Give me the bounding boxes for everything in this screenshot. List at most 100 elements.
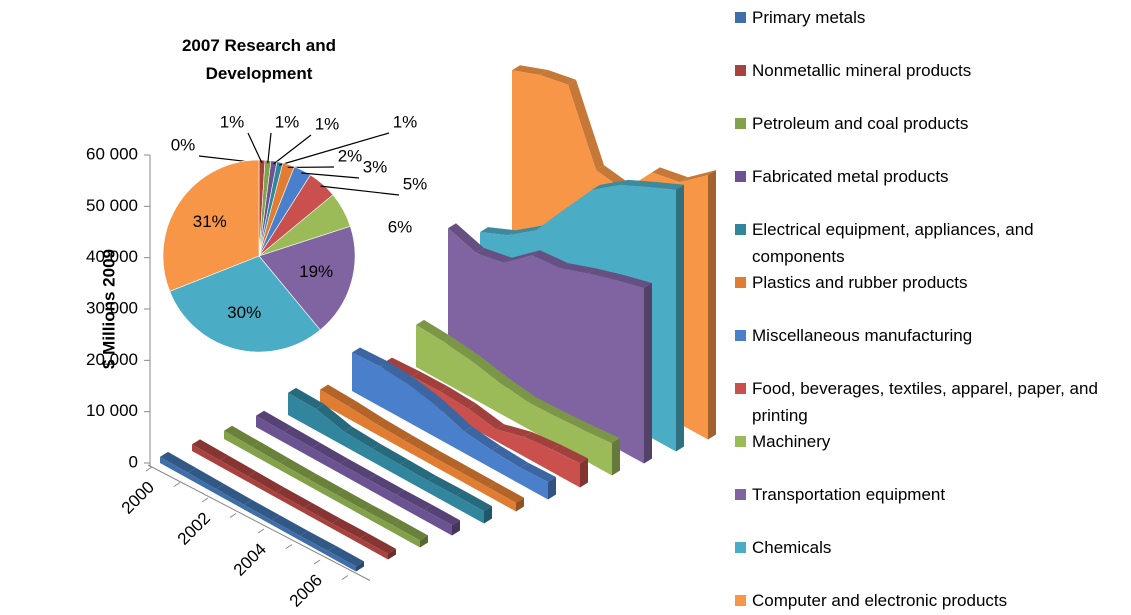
ribbon-top (340, 458, 376, 480)
ribbon-face (448, 228, 644, 464)
ribbon-top (280, 457, 316, 479)
y-tick-label: 30 000 (86, 298, 138, 317)
ribbon-face (192, 444, 388, 560)
ribbon-end (516, 497, 524, 512)
ribbon-top (408, 379, 444, 406)
legend-label: Primary metals (752, 8, 866, 27)
y-tick-label: 0 (129, 452, 138, 471)
x-tick-label: 2000 (118, 478, 158, 518)
pie-label: 19% (299, 262, 333, 281)
ribbon-top (448, 223, 484, 253)
ribbon-face (256, 415, 452, 536)
legend-label: Electrical equipment, appliances, and co… (752, 220, 1034, 266)
ribbon-top (384, 357, 420, 377)
ribbon-top (376, 418, 412, 441)
ribbon-top (512, 65, 548, 75)
pie-label: 3% (363, 157, 388, 176)
ribbon-top (556, 411, 592, 431)
x-tick-label: 2004 (230, 540, 270, 580)
ribbon-face (352, 352, 548, 500)
legend-swatch (735, 171, 746, 182)
ribbon (160, 451, 364, 572)
x-tick-label: 2002 (174, 509, 214, 549)
ribbon-top (160, 451, 196, 473)
ribbon-top (456, 490, 492, 512)
ribbon (320, 384, 524, 512)
ribbon-face (160, 456, 356, 572)
pie-label: 2% (338, 146, 363, 165)
x-axis (147, 464, 371, 581)
legend-label: Petroleum and coal products (752, 114, 969, 133)
ribbon-top (528, 397, 564, 417)
ribbon-top (308, 473, 344, 495)
ribbon-top (476, 247, 512, 263)
ribbon-top (224, 425, 260, 447)
ribbon-face (320, 389, 516, 512)
legend-swatch (735, 277, 746, 288)
leader-line (267, 132, 272, 164)
leader-line (301, 172, 360, 179)
ribbon-top (360, 533, 396, 554)
legend-label: Plastics and rubber products (752, 273, 968, 292)
ribbon-top (272, 515, 308, 536)
y-tick-label: 60 000 (86, 144, 138, 163)
legend-swatch (735, 383, 746, 394)
ribbon-top (472, 356, 508, 383)
leader-line (320, 185, 400, 196)
ribbon-top (500, 377, 536, 403)
ribbon-end (356, 561, 364, 572)
ribbon-top (436, 400, 472, 432)
pie-label: 1% (275, 112, 300, 131)
ribbon-top (248, 471, 284, 493)
ribbon-top (352, 347, 388, 367)
pie-slice (169, 255, 321, 353)
legend-label: Computer and electronic products (752, 591, 1008, 610)
ribbon-top (568, 79, 604, 171)
ribbon-end (644, 282, 652, 464)
ribbon-top (276, 487, 312, 508)
ribbon-top (620, 179, 656, 188)
pie-label: 6% (388, 217, 413, 236)
ribbon-top (524, 431, 560, 450)
ribbon-top (584, 425, 620, 444)
ribbon-top (304, 502, 340, 524)
ribbon-top (560, 263, 596, 274)
legend-label: Fabricated metal products (752, 167, 949, 186)
ribbon-top (284, 426, 320, 448)
ribbon-top (508, 225, 544, 236)
y-axis-title: $ Millions 2009 (99, 249, 118, 369)
ribbon-top (468, 403, 504, 430)
pie-title-line: Development (206, 64, 313, 83)
ribbon-top (320, 384, 356, 407)
ribbon-top (188, 467, 224, 489)
ribbon-top (316, 403, 352, 432)
legend-label: Transportation equipment (752, 485, 946, 504)
ribbon-top (348, 401, 384, 424)
legend-swatch (735, 12, 746, 23)
ribbon-top (368, 474, 404, 495)
pie-label: 30% (227, 303, 261, 322)
ribbon-end (548, 477, 556, 500)
ribbon-top (492, 445, 528, 468)
ribbon-top (504, 250, 540, 263)
ribbon-top (444, 336, 480, 362)
ribbon-face (288, 392, 484, 524)
ribbon-top (244, 499, 280, 521)
ribbon-top (300, 530, 336, 551)
ribbon-top (680, 170, 716, 183)
ribbon-top (496, 424, 532, 437)
ribbon-end (676, 184, 684, 452)
ribbon-top (396, 489, 432, 510)
legend-label: Food, beverages, textiles, apparel, pape… (752, 379, 1098, 425)
ribbon-top (192, 439, 228, 461)
ribbon-top (288, 387, 324, 409)
ribbon-top (216, 483, 252, 505)
ribbon (256, 410, 460, 536)
legend-swatch (735, 224, 746, 235)
leader-line (279, 132, 390, 166)
ribbon-end (484, 506, 492, 524)
pie-slice (258, 225, 356, 331)
legend-swatch (735, 489, 746, 500)
ribbon-top (220, 455, 256, 477)
x-tick (341, 575, 349, 580)
